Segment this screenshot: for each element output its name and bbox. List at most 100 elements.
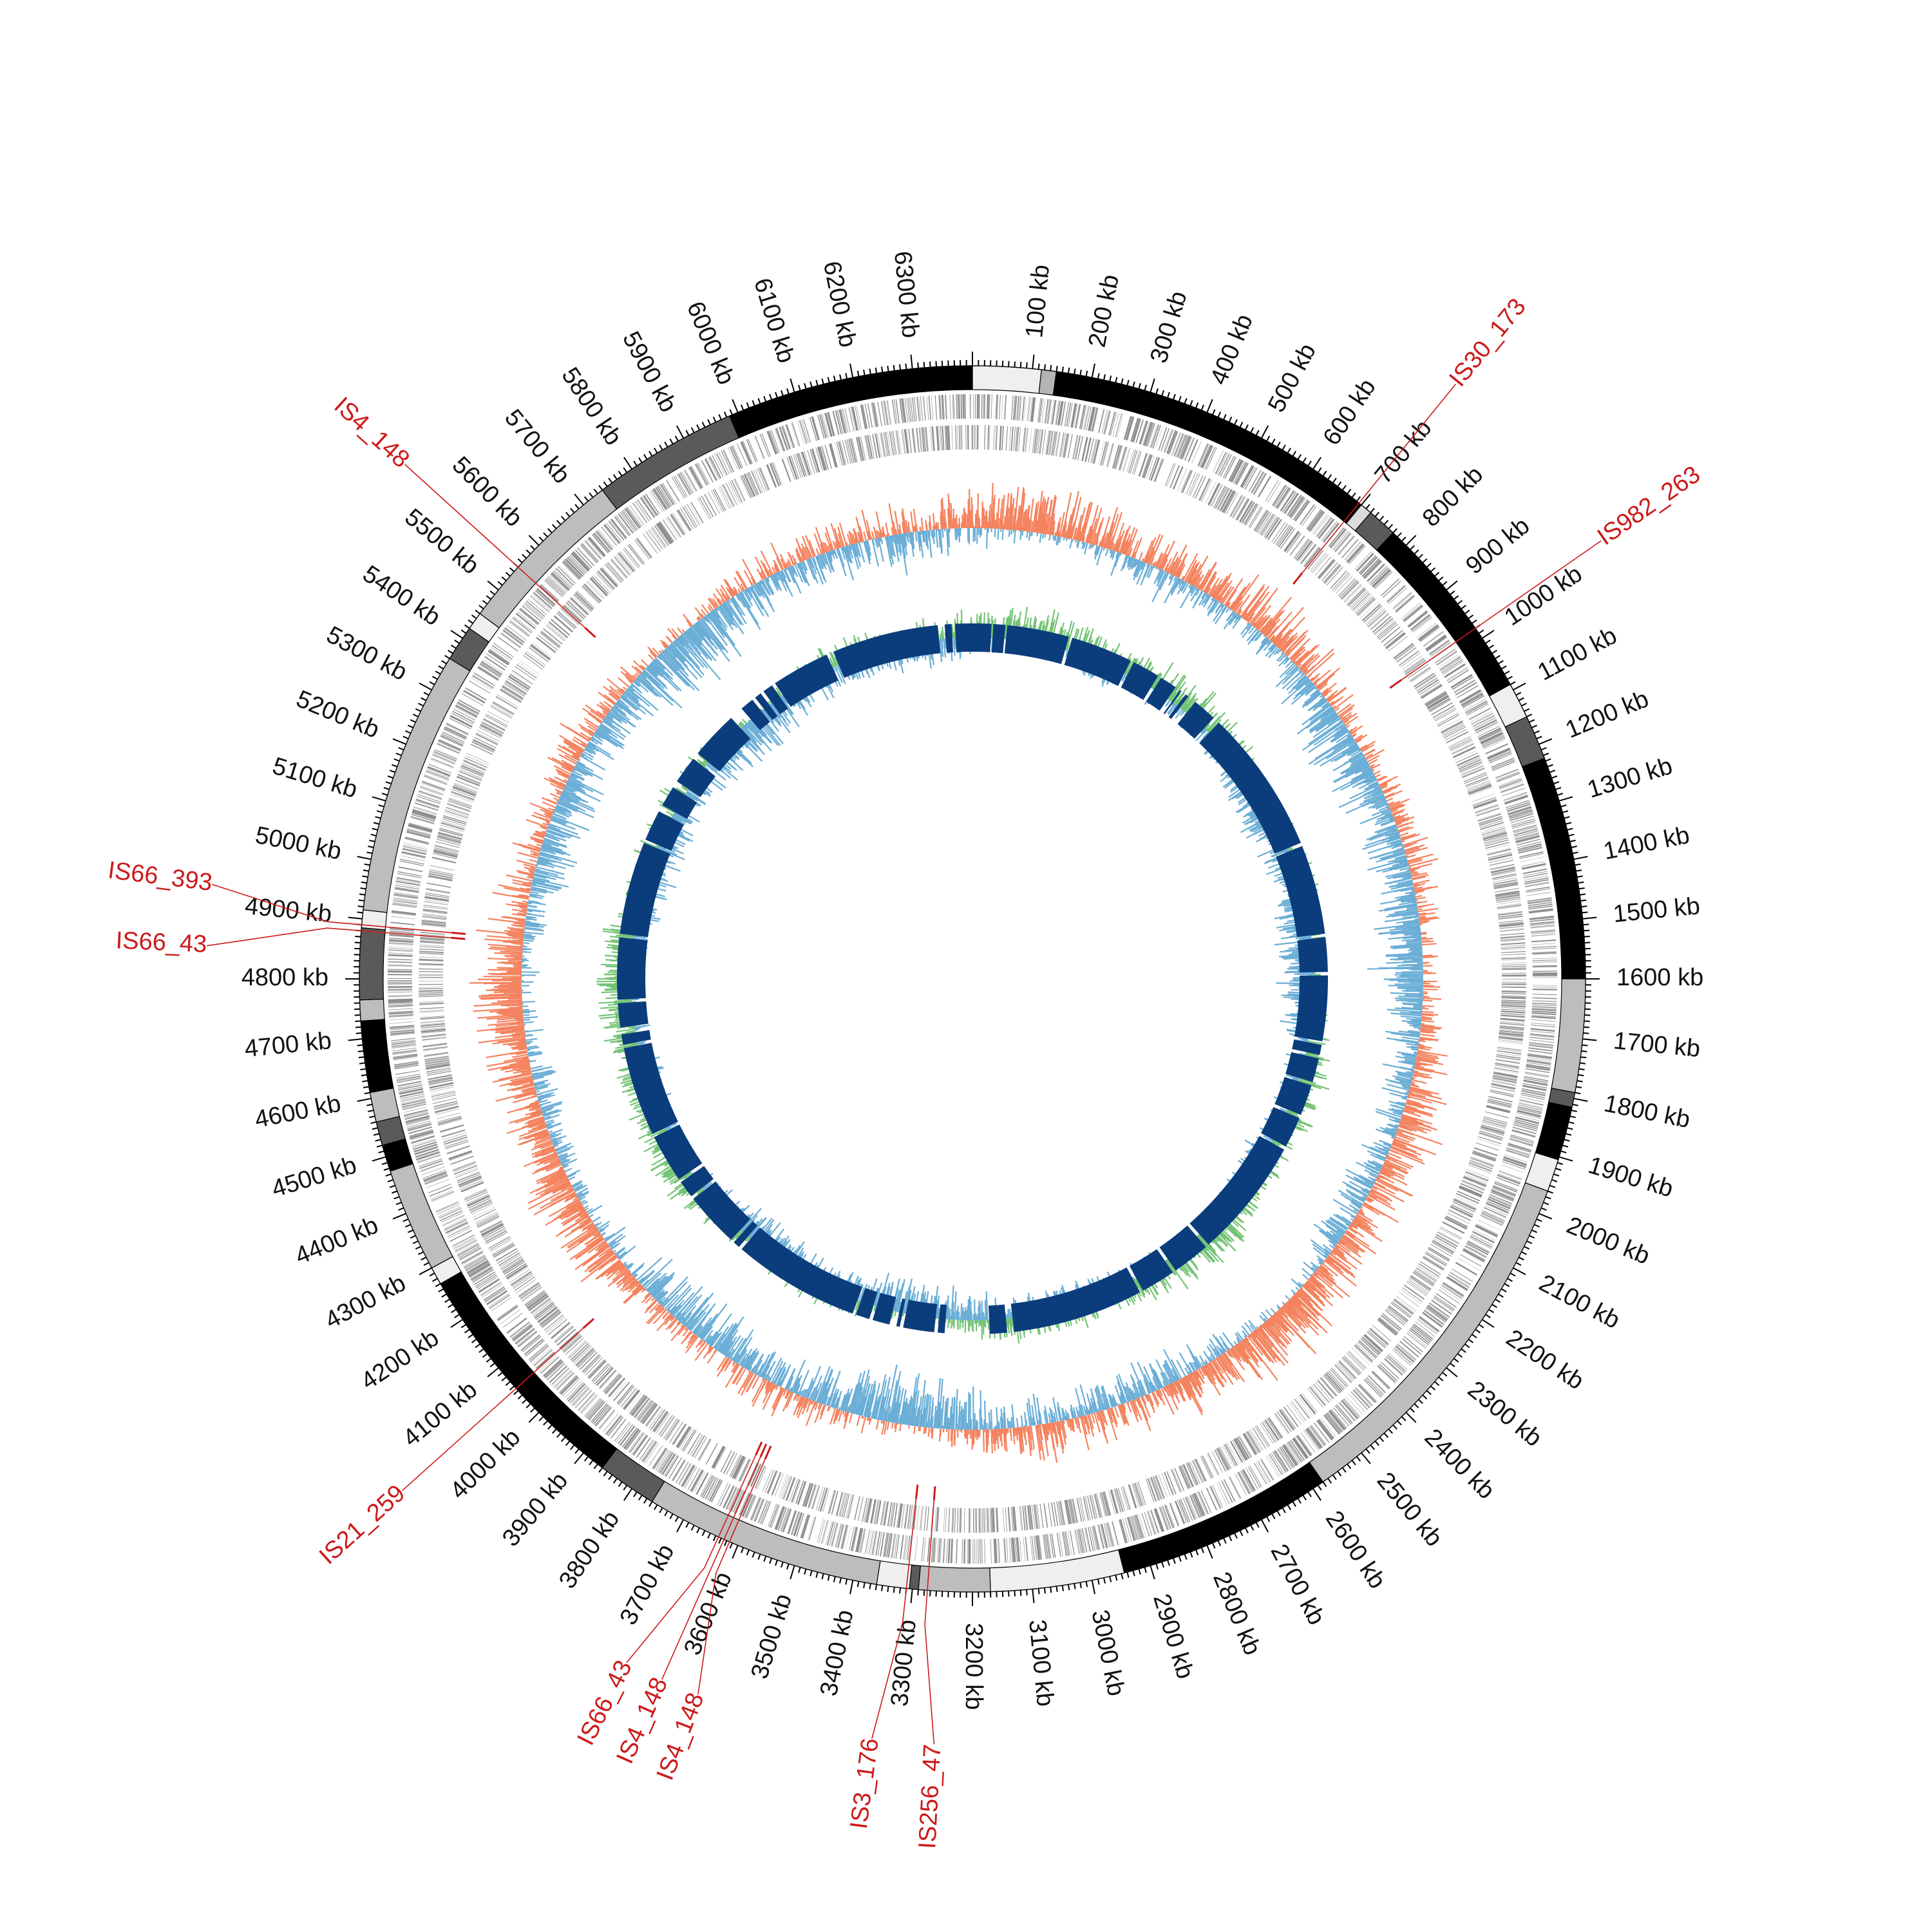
kb-tick-label: 3400 kb — [815, 1607, 859, 1698]
homology-block — [693, 1181, 751, 1240]
homology-block — [1274, 1077, 1312, 1115]
homology-block — [741, 1227, 862, 1314]
insertion-sequence-mark — [451, 936, 466, 940]
kb-tick-label: 2600 kb — [1320, 1506, 1391, 1594]
kb-tick-label: 2400 kb — [1419, 1424, 1500, 1504]
insertion-sequence-label: IS982_263 — [1593, 461, 1705, 551]
homology-block — [618, 1001, 649, 1028]
insertion-sequence-label: IS66_43 — [115, 927, 207, 958]
kb-tick-label: 4100 kb — [398, 1376, 482, 1452]
homology-block — [1285, 1052, 1319, 1083]
homology-block — [620, 842, 670, 938]
kb-tick-label: 4900 kb — [243, 893, 333, 928]
insertion-sequence-label: IS4_148 — [329, 392, 415, 473]
homology-block — [621, 1030, 651, 1045]
insertion-sequence-leader — [401, 1327, 584, 1492]
homology-block — [896, 1298, 905, 1327]
kb-tick-label: 300 kb — [1145, 288, 1192, 366]
kb-tick-label: 4800 kb — [242, 964, 328, 991]
kb-tick-label: 1600 kb — [1616, 964, 1703, 991]
insertion-sequence-label: IS30_173 — [1444, 294, 1531, 392]
kb-tick-label: 4400 kb — [291, 1211, 382, 1270]
tick-marks — [345, 352, 1600, 1606]
kb-tick-label: 3800 kb — [554, 1506, 625, 1594]
insertion-sequence-leader — [661, 1456, 761, 1680]
kb-tick-label: 2500 kb — [1372, 1467, 1448, 1551]
insertion-sequence-mark — [755, 1441, 763, 1455]
kb-tick-label: 500 kb — [1263, 339, 1321, 417]
homology-block — [988, 1304, 1008, 1334]
kb-tick-label: 1100 kb — [1533, 622, 1622, 686]
kb-tick-label: 5600 kb — [447, 451, 527, 532]
gc-content-ring — [469, 482, 1448, 1463]
insertion-sequence-leader — [871, 1499, 917, 1739]
insertion-sequence-label: IS21_259 — [314, 1480, 410, 1570]
homology-block — [1121, 662, 1159, 700]
insertion-sequence-leader — [626, 1454, 757, 1663]
kb-tick-label: 3700 kb — [615, 1540, 680, 1629]
kb-tick-label: 600 kb — [1318, 374, 1381, 450]
homology-block — [654, 1124, 703, 1180]
kb-tick-label: 2900 kb — [1148, 1591, 1198, 1682]
homology-block — [1146, 677, 1176, 711]
homology-block — [1159, 1226, 1206, 1271]
homology-block — [1129, 1249, 1173, 1291]
insertion-sequence-label: IS66_393 — [106, 857, 214, 896]
kb-tick-label: 6000 kb — [681, 298, 740, 388]
kb-tick-label: 1300 kb — [1584, 752, 1676, 803]
insertion-sequence-mark — [451, 931, 466, 935]
insertion-sequence-mark — [1389, 679, 1403, 689]
insertion-sequence-marks — [451, 572, 1403, 1501]
kb-tick-label: 5500 kb — [399, 504, 484, 580]
homology-block — [1004, 625, 1069, 665]
homology-block — [1292, 1039, 1322, 1056]
contig-segment — [972, 365, 1042, 394]
homology-block — [623, 1043, 678, 1134]
kb-tick-label: 2800 kb — [1208, 1568, 1266, 1659]
insertion-sequence-mark — [584, 627, 596, 638]
kb-tick-label: 4500 kb — [269, 1151, 360, 1202]
homology-block — [1177, 701, 1214, 739]
contig-segment — [440, 1271, 618, 1468]
kb-tick-label: 1200 kb — [1562, 685, 1653, 744]
homology-block — [775, 654, 838, 707]
kb-tick-label: 3000 kb — [1086, 1607, 1130, 1698]
homology-block — [645, 811, 684, 851]
kb-tick-label: 5000 kb — [253, 822, 344, 866]
kb-tick-label: 800 kb — [1417, 461, 1488, 532]
homology-block — [1168, 694, 1189, 719]
insertion-sequence-leader — [211, 884, 452, 934]
homology-block — [617, 937, 648, 1000]
homology-block — [1010, 1267, 1141, 1332]
kb-tick-label: 5800 kb — [556, 363, 627, 450]
homology-block — [1199, 723, 1301, 854]
kb-tick-label: 2700 kb — [1265, 1540, 1331, 1629]
kb-tick-label: 5200 kb — [292, 685, 383, 744]
gc-content-below-average — [521, 527, 1424, 1430]
homology-block — [954, 623, 972, 652]
contig-segment — [1521, 757, 1586, 980]
kb-tick-label: 1000 kb — [1500, 560, 1587, 631]
homology-ring — [617, 623, 1329, 1334]
kb-tick-label: 5300 kb — [322, 621, 412, 687]
kb-tick-label: 2200 kb — [1501, 1324, 1589, 1395]
kb-tick-label: 900 kb — [1461, 512, 1535, 580]
homology-block — [1189, 1135, 1285, 1245]
homology-block — [677, 759, 716, 797]
kb-tick-label: 200 kb — [1084, 272, 1124, 350]
kb-tick-label: 1800 kb — [1602, 1090, 1692, 1134]
homology-block — [873, 1293, 896, 1325]
insertion-sequence-leader — [1302, 383, 1457, 574]
homology-block — [734, 1221, 758, 1247]
kb-tick-label: 5700 kb — [499, 404, 575, 489]
kb-tick-label: 4300 kb — [321, 1269, 410, 1334]
kb-tick-label: 3600 kb — [679, 1568, 737, 1659]
kb-tick-label: 4600 kb — [252, 1090, 343, 1133]
contig-segment — [359, 998, 385, 1022]
insertion-sequence-leader — [697, 1459, 766, 1695]
insertion-sequence-mark — [933, 1486, 936, 1501]
homology-block — [763, 685, 788, 714]
contig-segment — [989, 1549, 1125, 1593]
kb-tick-label: 1400 kb — [1601, 822, 1692, 866]
insertion-sequence-leader — [924, 1500, 935, 1745]
